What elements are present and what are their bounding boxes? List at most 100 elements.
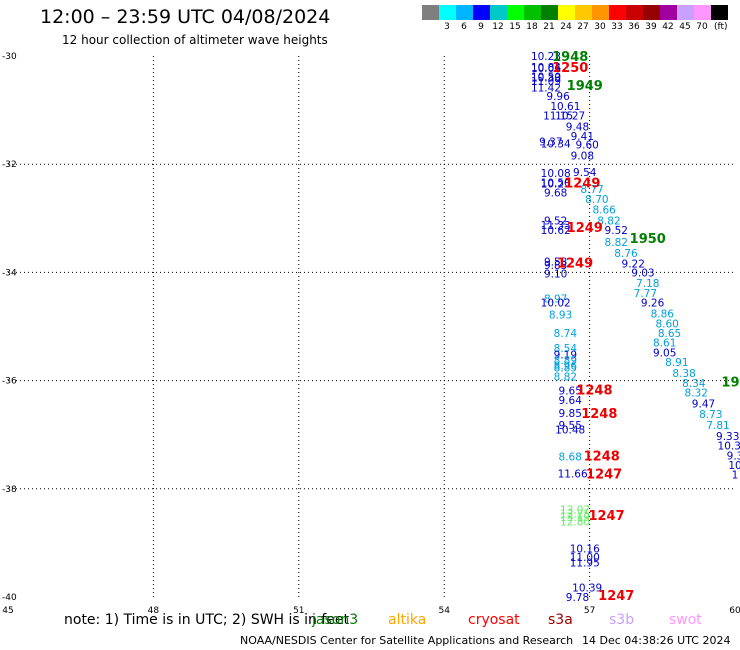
wave-height-label: 8.82 bbox=[597, 215, 620, 227]
legend-swatch bbox=[558, 5, 575, 20]
plot-axes: 45 48 51 54 57 60 -30 -32 -34 -36 -38 -40 bbox=[2, 52, 740, 616]
plot-labels: 10.2310.8410.0610.5010.3311.0911.429.961… bbox=[531, 50, 740, 604]
wave-height-label: 7.18 bbox=[636, 278, 659, 290]
wave-height-label: 7.77 bbox=[634, 288, 657, 300]
wave-height-label: 8.85 bbox=[554, 363, 577, 375]
wave-height-label: 8.93 bbox=[549, 310, 572, 322]
legend-unit: (ft) bbox=[714, 22, 728, 32]
legend-tick-label: 42 bbox=[662, 22, 674, 32]
legend-tick-label: 18 bbox=[526, 22, 538, 32]
wave-height-label: 10.16 bbox=[570, 543, 600, 555]
wave-height-label: 9.55 bbox=[559, 420, 582, 432]
wave-height-label: 8.60 bbox=[655, 318, 678, 330]
time-label: 1249 bbox=[567, 221, 603, 236]
wave-height-label: 9.37 bbox=[539, 136, 562, 148]
wave-height-label: 9.54 bbox=[573, 167, 597, 179]
wave-height-label: 8.89 bbox=[554, 355, 577, 367]
wave-height-label: 9.83 bbox=[544, 260, 567, 272]
legend-swatch bbox=[541, 5, 558, 20]
time-label: 1950 bbox=[630, 232, 666, 247]
time-label: 1948 bbox=[552, 50, 588, 65]
wave-height-label: 9.10 bbox=[544, 268, 567, 280]
wave-height-label: 10.34 bbox=[541, 139, 571, 151]
wave-height-label: 9.85 bbox=[559, 408, 582, 420]
time-label: 195 bbox=[721, 376, 740, 391]
legend-swatch bbox=[490, 5, 507, 20]
legend-tick-label: 27 bbox=[577, 22, 589, 32]
legend-swatch bbox=[626, 5, 643, 20]
wave-height-label: 9.08 bbox=[571, 151, 594, 163]
x-tick-label: 57 bbox=[584, 606, 595, 616]
y-tick-label: -32 bbox=[2, 160, 17, 170]
mission-s3b: s3b bbox=[609, 612, 635, 628]
legend-swatch bbox=[456, 5, 473, 20]
chart-subtitle: 12 hour collection of altimeter wave hei… bbox=[62, 33, 328, 47]
legend-tick-label: 33 bbox=[611, 22, 623, 32]
wave-height-label: 9.41 bbox=[571, 131, 594, 143]
wave-height-label: 8.34 bbox=[682, 378, 706, 390]
legend-swatch bbox=[575, 5, 592, 20]
wave-height-label: 9.19 bbox=[554, 350, 577, 362]
legend-swatch bbox=[694, 5, 711, 20]
legend-tick-label: 70 bbox=[696, 22, 708, 32]
wave-height-label: 8.38 bbox=[672, 368, 695, 380]
time-label: 1247 bbox=[588, 509, 624, 524]
time-label: 1949 bbox=[567, 79, 603, 94]
x-tick-label: 51 bbox=[293, 606, 304, 616]
wave-height-label: 12.80 bbox=[560, 516, 590, 528]
time-label: 1248 bbox=[584, 449, 620, 464]
wave-height-label: 9.65 bbox=[559, 385, 582, 397]
legend-tick-label: 30 bbox=[594, 22, 606, 32]
time-label: 1248 bbox=[581, 407, 617, 422]
legend-tick-label: 12 bbox=[492, 22, 504, 32]
wave-height-label: 10.06 bbox=[531, 63, 561, 75]
time-label: 1247 bbox=[598, 589, 634, 604]
y-tick-label: -34 bbox=[2, 268, 17, 278]
legend-swatch bbox=[643, 5, 660, 20]
wave-height-label: 10.50 bbox=[541, 178, 571, 190]
wave-height-label: 8.76 bbox=[614, 248, 638, 260]
wave-height-label: 8.73 bbox=[699, 409, 722, 421]
wave-height-label: 8.70 bbox=[585, 194, 608, 206]
wave-height-label: 9.26 bbox=[641, 298, 665, 310]
mission-jason3: jason3 bbox=[312, 612, 359, 628]
wave-height-label: 10.39 bbox=[572, 582, 602, 594]
wave-height-label: 7.81 bbox=[706, 420, 729, 432]
time-label: 1248 bbox=[576, 383, 612, 398]
wave-height-label: 9.64 bbox=[559, 395, 583, 407]
time-label: 1250 bbox=[552, 61, 588, 76]
credit-text: NOAA/NESDIS Center for Satellite Applica… bbox=[240, 634, 574, 647]
wave-height-label: 9.60 bbox=[575, 140, 598, 152]
legend-tick-label: 39 bbox=[645, 22, 657, 32]
x-tick-label: 60 bbox=[729, 606, 740, 616]
legend-swatch bbox=[677, 5, 694, 20]
wave-height-label: 8.68 bbox=[559, 451, 582, 463]
time-label: 1249 bbox=[557, 257, 593, 272]
wave-height-label: 11.66 bbox=[558, 469, 588, 481]
wave-height-label: 9.05 bbox=[653, 347, 676, 359]
wave-height-label: 9.58 bbox=[544, 257, 567, 269]
wave-height-label: 8.65 bbox=[658, 328, 681, 340]
wave-height-label: 9.78 bbox=[566, 592, 589, 604]
wave-height-label: 9.48 bbox=[566, 121, 589, 133]
wave-height-label: 8.54 bbox=[554, 343, 578, 355]
timestamp-text: 14 Dec 04:38:26 UTC 2024 bbox=[582, 634, 731, 647]
legend-swatch bbox=[473, 5, 490, 20]
wave-height-label: 12.25 bbox=[560, 509, 590, 521]
mission-s3a: s3a bbox=[548, 612, 573, 628]
mission-cryosat: cryosat bbox=[468, 612, 520, 628]
note-text: note: 1) Time is in UTC; 2) SWH is in fe… bbox=[64, 612, 350, 628]
time-label: 1247 bbox=[586, 468, 622, 483]
legend-tick-label: 3 bbox=[444, 22, 450, 32]
wave-height-label: 9.22 bbox=[622, 259, 645, 271]
wave-height-label: 8.86 bbox=[651, 309, 675, 321]
wave-height-label: 10 bbox=[728, 460, 740, 472]
legend-tick-label: 9 bbox=[478, 22, 484, 32]
wave-height-label: 13.07 bbox=[560, 504, 590, 516]
wave-height-label: 8.32 bbox=[685, 388, 708, 400]
wave-height-label: 8.61 bbox=[653, 338, 676, 350]
wave-height-label: 10.84 bbox=[531, 62, 561, 74]
x-tick-label: 54 bbox=[438, 606, 450, 616]
